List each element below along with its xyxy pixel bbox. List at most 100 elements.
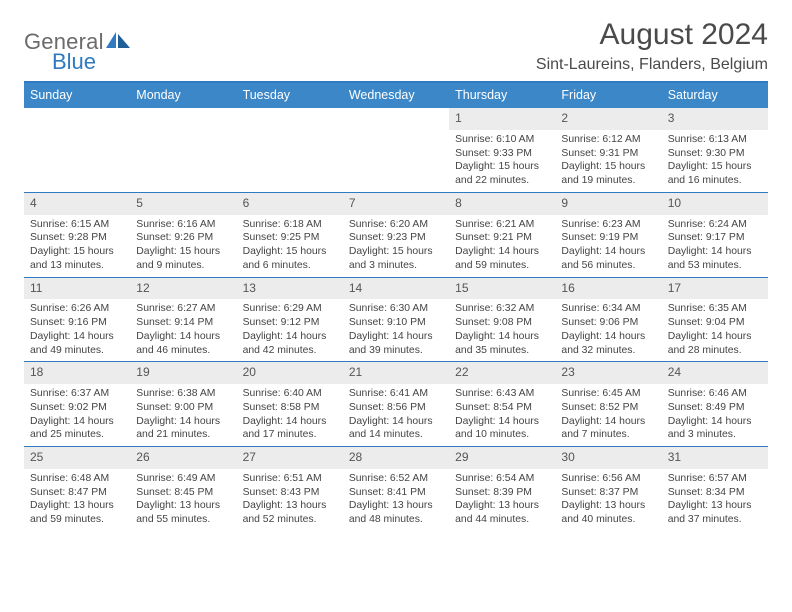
sunset-text: Sunset: 9:12 PM <box>243 316 337 330</box>
sunset-text: Sunset: 8:41 PM <box>349 486 443 500</box>
empty-cell: . <box>24 108 130 192</box>
sails-icon <box>106 30 132 55</box>
daylight-text: Daylight: 14 hours and 28 minutes. <box>668 330 762 357</box>
brand-word2: Blue <box>52 49 96 75</box>
daylight-text: Daylight: 13 hours and 48 minutes. <box>349 499 443 526</box>
week-row: 18Sunrise: 6:37 AMSunset: 9:02 PMDayligh… <box>24 361 768 446</box>
sunrise-text: Sunrise: 6:51 AM <box>243 472 337 486</box>
daylight-text: Daylight: 14 hours and 10 minutes. <box>455 415 549 442</box>
week-row: 25Sunrise: 6:48 AMSunset: 8:47 PMDayligh… <box>24 446 768 531</box>
title-block: August 2024 Sint-Laureins, Flanders, Bel… <box>536 18 768 74</box>
day-number: 22 <box>449 362 555 384</box>
sunrise-text: Sunrise: 6:37 AM <box>30 387 124 401</box>
sunset-text: Sunset: 8:54 PM <box>455 401 549 415</box>
daylight-text: Daylight: 14 hours and 14 minutes. <box>349 415 443 442</box>
sunset-text: Sunset: 9:10 PM <box>349 316 443 330</box>
day-cell: 4Sunrise: 6:15 AMSunset: 9:28 PMDaylight… <box>24 193 130 277</box>
weeks-container: ....1Sunrise: 6:10 AMSunset: 9:33 PMDayl… <box>24 108 768 531</box>
dayname-wed: Wednesday <box>343 83 449 108</box>
sunset-text: Sunset: 9:06 PM <box>561 316 655 330</box>
sunset-text: Sunset: 9:14 PM <box>136 316 230 330</box>
day-number: 21 <box>343 362 449 384</box>
sunset-text: Sunset: 8:45 PM <box>136 486 230 500</box>
day-cell: 15Sunrise: 6:32 AMSunset: 9:08 PMDayligh… <box>449 278 555 362</box>
day-cell: 13 Sunrise: 6:29 AMSunset: 9:12 PMDayligh… <box>237 278 343 362</box>
daylight-text: Daylight: 14 hours and 53 minutes. <box>668 245 762 272</box>
dayname-thu: Thursday <box>449 83 555 108</box>
day-cell: 9Sunrise: 6:23 AMSunset: 9:19 PMDaylight… <box>555 193 661 277</box>
day-number: 26 <box>130 447 236 469</box>
day-cell: 14Sunrise: 6:30 AMSunset: 9:10 PMDayligh… <box>343 278 449 362</box>
sunset-text: Sunset: 8:34 PM <box>668 486 762 500</box>
daylight-text: Daylight: 13 hours and 40 minutes. <box>561 499 655 526</box>
calendar: Sunday Monday Tuesday Wednesday Thursday… <box>24 81 768 531</box>
day-cell: 24Sunrise: 6:46 AMSunset: 8:49 PMDayligh… <box>662 362 768 446</box>
daylight-text: Daylight: 14 hours and 49 minutes. <box>30 330 124 357</box>
week-row: 11Sunrise: 6:26 AMSunset: 9:16 PMDayligh… <box>24 277 768 362</box>
dayname-row: Sunday Monday Tuesday Wednesday Thursday… <box>24 83 768 108</box>
sunrise-text: Sunrise: 6:18 AM <box>243 218 337 232</box>
sunset-text: Sunset: 8:56 PM <box>349 401 443 415</box>
sunrise-text: Sunrise: 6:41 AM <box>349 387 443 401</box>
sunset-text: Sunset: 9:21 PM <box>455 231 549 245</box>
daylight-text: Daylight: 14 hours and 17 minutes. <box>243 415 337 442</box>
sunrise-text: Sunrise: 6:48 AM <box>30 472 124 486</box>
day-number: 11 <box>24 278 130 300</box>
daylight-text: Daylight: 15 hours and 13 minutes. <box>30 245 124 272</box>
sunset-text: Sunset: 8:39 PM <box>455 486 549 500</box>
sunset-text: Sunset: 9:33 PM <box>455 147 549 161</box>
day-number: 15 <box>449 278 555 300</box>
day-number: 13 <box>237 278 343 300</box>
daylight-text: Daylight: 14 hours and 3 minutes. <box>668 415 762 442</box>
sunrise-text: Sunrise: 6:13 AM <box>668 133 762 147</box>
sunrise-text: Sunrise: 6:30 AM <box>349 302 443 316</box>
empty-cell: . <box>343 108 449 192</box>
sunset-text: Sunset: 9:19 PM <box>561 231 655 245</box>
day-number: 2 <box>555 108 661 130</box>
sunrise-text: Sunrise: 6:21 AM <box>455 218 549 232</box>
day-cell: 10Sunrise: 6:24 AMSunset: 9:17 PMDayligh… <box>662 193 768 277</box>
sunrise-text: Sunrise: 6:26 AM <box>30 302 124 316</box>
day-number: 3 <box>662 108 768 130</box>
sunset-text: Sunset: 8:52 PM <box>561 401 655 415</box>
day-cell: 20Sunrise: 6:40 AMSunset: 8:58 PMDayligh… <box>237 362 343 446</box>
sunrise-text: Sunrise: 6:49 AM <box>136 472 230 486</box>
day-number: 28 <box>343 447 449 469</box>
sunrise-text: Sunrise: 6:52 AM <box>349 472 443 486</box>
day-number: 27 <box>237 447 343 469</box>
sunrise-text: Sunrise: 6:35 AM <box>668 302 762 316</box>
day-cell: 16Sunrise: 6:34 AMSunset: 9:06 PMDayligh… <box>555 278 661 362</box>
sunrise-text: Sunrise: 6:38 AM <box>136 387 230 401</box>
day-number: 9 <box>555 193 661 215</box>
sunset-text: Sunset: 8:58 PM <box>243 401 337 415</box>
daylight-text: Daylight: 15 hours and 16 minutes. <box>668 160 762 187</box>
day-number: 6 <box>237 193 343 215</box>
sunrise-text: Sunrise: 6:27 AM <box>136 302 230 316</box>
sunrise-text: Sunrise: 6:10 AM <box>455 133 549 147</box>
sunset-text: Sunset: 9:23 PM <box>349 231 443 245</box>
sunrise-text: Sunrise: 6:32 AM <box>455 302 549 316</box>
sunset-text: Sunset: 9:17 PM <box>668 231 762 245</box>
brand-logo: General Blue <box>24 18 132 75</box>
calendar-page: General Blue August 2024 Sint-Laureins, … <box>0 0 792 531</box>
sunrise-text: Sunrise: 6:20 AM <box>349 218 443 232</box>
sunset-text: Sunset: 8:43 PM <box>243 486 337 500</box>
empty-cell: . <box>130 108 236 192</box>
sunrise-text: Sunrise: 6:45 AM <box>561 387 655 401</box>
day-number: 8 <box>449 193 555 215</box>
day-cell: 2Sunrise: 6:12 AMSunset: 9:31 PMDaylight… <box>555 108 661 192</box>
sunrise-text: Sunrise: 6:29 AM <box>243 302 337 316</box>
sunset-text: Sunset: 9:08 PM <box>455 316 549 330</box>
sunset-text: Sunset: 8:47 PM <box>30 486 124 500</box>
day-cell: 12Sunrise: 6:27 AMSunset: 9:14 PMDayligh… <box>130 278 236 362</box>
day-number: 16 <box>555 278 661 300</box>
sunset-text: Sunset: 9:25 PM <box>243 231 337 245</box>
day-cell: 8Sunrise: 6:21 AMSunset: 9:21 PMDaylight… <box>449 193 555 277</box>
day-cell: 5Sunrise: 6:16 AMSunset: 9:26 PMDaylight… <box>130 193 236 277</box>
sunset-text: Sunset: 8:37 PM <box>561 486 655 500</box>
daylight-text: Daylight: 15 hours and 6 minutes. <box>243 245 337 272</box>
sunset-text: Sunset: 9:00 PM <box>136 401 230 415</box>
day-cell: 17Sunrise: 6:35 AMSunset: 9:04 PMDayligh… <box>662 278 768 362</box>
daylight-text: Daylight: 14 hours and 42 minutes. <box>243 330 337 357</box>
day-number: 5 <box>130 193 236 215</box>
